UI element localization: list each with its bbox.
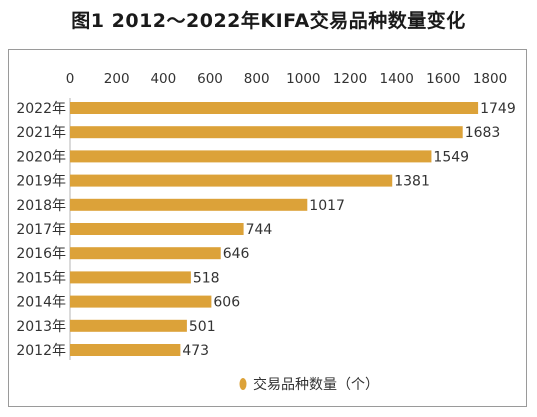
category-label: 2018年 [16, 198, 66, 214]
bar-value-label: 518 [193, 270, 220, 286]
x-tick-label: 1000 [286, 71, 320, 87]
category-label: 2020年 [16, 149, 66, 165]
bar-value-label: 1749 [480, 101, 516, 117]
category-label: 2012年 [16, 343, 66, 359]
x-tick-label: 800 [244, 71, 270, 87]
x-tick-label: 1600 [426, 71, 460, 87]
bar [70, 126, 463, 139]
bar [70, 174, 393, 187]
bar [70, 198, 308, 211]
category-label: 2014年 [16, 295, 66, 311]
category-label: 2019年 [16, 174, 66, 190]
x-tick-label: 1800 [473, 71, 507, 87]
bar-value-label: 1683 [465, 125, 501, 141]
bar [70, 223, 244, 235]
bar-value-label: 646 [223, 246, 250, 262]
bar [70, 150, 432, 163]
bar-value-label: 473 [182, 343, 209, 359]
bar [70, 295, 212, 308]
bar [70, 271, 191, 284]
bar [70, 102, 479, 114]
category-label: 2022年 [16, 101, 66, 117]
bar-value-label: 744 [246, 222, 273, 238]
bar-value-label: 1381 [394, 174, 430, 190]
category-label: 2013年 [16, 319, 66, 335]
bar [70, 344, 181, 356]
category-label: 2021年 [16, 125, 66, 141]
bar [70, 319, 187, 332]
chart-title: 图1 2012～2022年KIFA交易品种数量变化 [71, 10, 466, 32]
x-tick-label: 1200 [333, 71, 367, 87]
bar-value-label: 1549 [433, 149, 469, 165]
bar-value-label: 606 [213, 295, 240, 311]
bar-value-label: 1017 [309, 198, 345, 214]
x-tick-label: 400 [150, 71, 176, 87]
legend-marker [239, 378, 247, 390]
x-tick-label: 1400 [379, 71, 413, 87]
chart-frame [8, 49, 527, 407]
category-label: 2016年 [16, 246, 66, 262]
category-label: 2015年 [16, 270, 66, 286]
x-tick-label: 0 [66, 71, 75, 87]
legend-label: 交易品种数量（个） [253, 376, 379, 393]
category-label: 2017年 [16, 222, 66, 238]
bar-value-label: 501 [189, 319, 216, 335]
bar [70, 247, 221, 260]
x-tick-label: 200 [104, 71, 130, 87]
x-tick-label: 600 [197, 71, 223, 87]
